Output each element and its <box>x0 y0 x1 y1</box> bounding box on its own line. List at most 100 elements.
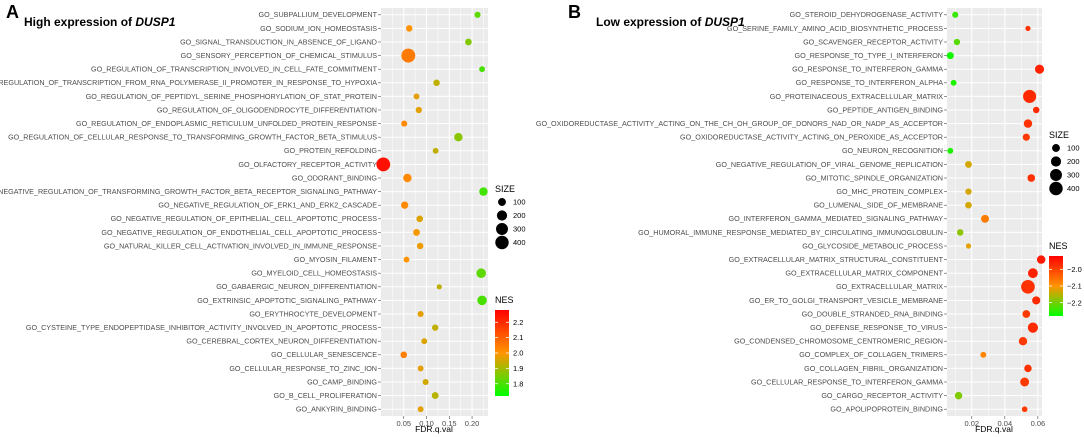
term-label: GO_ERYTHROCYTE_DEVELOPMENT <box>249 309 377 318</box>
term-label: GO_MYOSIN_FILAMENT <box>294 255 378 264</box>
size-legend-dot <box>1052 144 1060 152</box>
term-label: GO_NEGATIVE_REGULATION_OF_TRANSFORMING_G… <box>0 187 377 196</box>
term-label: GO_CONDENSED_CHROMOSOME_CENTROMERIC_REGI… <box>734 337 943 346</box>
panel-b-letter: B <box>568 2 581 22</box>
term-label: GO_REGULATION_OF_ENDOPLASMIC_RETICULUM_U… <box>76 119 377 128</box>
term-label: GO_NEURON_RECOGNITION <box>842 146 943 155</box>
term-label: GO_REGULATION_OF_PEPTIDYL_SERINE_PHOSPHO… <box>86 92 377 101</box>
term-label: GO_COLLAGEN_FIBRIL_ORGANIZATION <box>804 364 943 373</box>
size-legend-label: 200 <box>1067 157 1080 166</box>
term-label: GO_SODIUM_ION_HOMEOSTASIS <box>260 24 377 33</box>
term-label: GO_OXIDOREDUCTASE_ACTIVITY_ACTING_ON_PER… <box>680 133 943 142</box>
x-tick-label: 0.05 <box>396 419 411 428</box>
data-point: GO_PROTEIN_REFOLDING <box>432 147 439 154</box>
data-point: GO_ODORANT_BINDING <box>403 173 412 183</box>
panel-a-x-axis-title: FDR.q.val <box>415 424 453 434</box>
data-point: GO_SERINE_FAMILY_AMINO_ACID_BIOSYNTHETIC… <box>1025 25 1031 31</box>
data-point: GO_ANKYRIN_BINDING <box>417 406 424 413</box>
data-point: GO_CYSTEINE_TYPE_ENDOPEPTIDASE_INHIBITOR… <box>432 324 439 331</box>
data-point: GO_OXIDOREDUCTASE_ACTIVITY_ACTING_ON_THE… <box>1023 119 1033 128</box>
data-point: GO_ER_TO_GOLGI_TRANSPORT_VESICLE_MEMBRAN… <box>1032 296 1041 305</box>
term-label: GO_HUMORAL_IMMUNE_RESPONSE_MEDIATED_BY_C… <box>638 228 943 237</box>
panel-b-plot-area <box>947 8 1042 416</box>
panel-a-x-ticks: 0.05 0.10 0.15 0.20 <box>396 416 479 428</box>
data-point: GO_GLYCOSIDE_METABOLIC_PROCESS <box>965 243 972 249</box>
data-point: GO_CELLULAR_RESPONSE_TO_ZINC_ION <box>417 365 424 372</box>
data-point: GO_STEROID_DEHYDROGENASE_ACTIVITY <box>952 11 959 18</box>
data-point: GO_REGULATION_OF_OLIGODENDROCYTE_DIFFERE… <box>415 106 422 114</box>
term-label: GO_CARGO_RECEPTOR_ACTIVITY <box>821 391 943 400</box>
data-point: GO_B_CELL_PROLIFERATION <box>431 392 439 400</box>
size-legend-dot <box>496 210 508 221</box>
data-point: GO_SENSORY_PERCEPTION_OF_CHEMICAL_STIMUL… <box>401 48 416 63</box>
data-point: GO_CAMP_BINDING <box>422 378 429 386</box>
data-point: GO_GABAERGIC_NEURON_DIFFERENTIATION <box>436 284 442 290</box>
data-point: GO_MYOSIN_FILAMENT <box>403 256 410 263</box>
panel-b-x-ticks: 0.02 0.04 0.06 <box>964 416 1045 428</box>
data-point: GO_SCAVENGER_RECEPTOR_ACTIVITY <box>953 38 961 46</box>
term-label: GO_B_CELL_PROLIFERATION <box>274 391 377 400</box>
size-legend-label: 400 <box>513 238 526 247</box>
term-label: GO_APOLIPOPROTEIN_BINDING <box>830 405 943 414</box>
term-label: GO_EXTRACELLULAR_MATRIX_COMPONENT <box>785 269 943 278</box>
term-label: GO_CAMP_BINDING <box>307 377 377 386</box>
panel-a-title-prefix: High expression of <box>24 15 135 29</box>
term-label: GO_RESPONSE_TO_TYPE_I_INTERFERON <box>795 51 943 60</box>
panel-b-title-gene: DUSP1 <box>705 15 745 29</box>
data-point: GO_COLLAGEN_FIBRIL_ORGANIZATION <box>1024 364 1032 373</box>
data-point: GO_EXTRACELLULAR_MATRIX_COMPONENT <box>1028 268 1038 279</box>
term-label: GO_COMPLEX_OF_COLLAGEN_TRIMERS <box>799 350 943 359</box>
term-label: GO_INTERFERON_GAMMA_MEDIATED_SIGNALING_P… <box>729 214 944 223</box>
term-label: GO_GABAERGIC_NEURON_DIFFERENTIATION <box>216 282 377 291</box>
nes-legend-label: 2.1 <box>513 333 523 342</box>
term-label: GO_OLFACTORY_RECEPTOR_ACTIVITY <box>238 160 377 169</box>
panel-b-nes-legend-title: NES <box>1049 241 1068 251</box>
data-point: GO_EXTRINSIC_APOPTOTIC_SIGNALING_PATHWAY <box>477 295 487 306</box>
data-point: GO_SODIUM_ION_HOMEOSTASIS <box>405 25 413 32</box>
panel-a-title-gene: DUSP1 <box>135 15 175 29</box>
term-label: GO_NEGATIVE_REGULATION_OF_ENDOTHELIAL_CE… <box>101 228 377 237</box>
size-legend-label: 200 <box>513 211 526 220</box>
panel-b-title-prefix: Low expression of <box>596 15 705 29</box>
term-label: GO_SERINE_FAMILY_AMINO_ACID_BIOSYNTHETIC… <box>727 24 943 33</box>
panel-b: B GO_STEROID_DEHYDROGENASE_ACTIVITY GO_SE… <box>536 2 1082 434</box>
panel-a-nes-legend-title: NES <box>495 295 514 305</box>
term-label: GO_MHC_PROTEIN_COMPLEX <box>836 187 943 196</box>
size-legend-dot <box>495 235 509 250</box>
term-label: GO_NATURAL_KILLER_CELL_ACTIVATION_INVOLV… <box>104 241 377 250</box>
term-label: GO_RESPONSE_TO_INTERFERON_ALPHA <box>796 78 943 87</box>
x-tick-label: 0.04 <box>998 419 1013 428</box>
term-label: GO_MITOTIC_SPINDLE_ORGANIZATION <box>805 173 943 182</box>
nes-legend-label: −2.1 <box>1067 282 1082 291</box>
data-point: GO_REGULATION_OF_CELLULAR_RESPONSE_TO_TR… <box>454 132 463 142</box>
x-tick-label: 0.20 <box>465 419 480 428</box>
term-label: GO_SUBPALLIUM_DEVELOPMENT <box>259 10 378 19</box>
data-point: GO_EXTRACELLULAR_MATRIX_STRUCTURAL_CONST… <box>1036 255 1046 264</box>
panel-b-nes-colorbar <box>1049 256 1063 316</box>
data-point: GO_NEGATIVE_REGULATION_OF_EPITHELIAL_CEL… <box>416 215 424 223</box>
data-point: GO_RESPONSE_TO_INTERFERON_GAMMA <box>1034 64 1045 74</box>
term-label: GO_MYELOID_CELL_HOMEOSTASIS <box>251 269 377 278</box>
term-label: GO_REGULATION_OF_OLIGODENDROCYTE_DIFFERE… <box>157 105 377 114</box>
term-label: GO_CEREBRAL_CORTEX_NEURON_DIFFERENTIATIO… <box>186 337 377 346</box>
term-label: GO_ANKYRIN_BINDING <box>296 405 377 414</box>
term-label: GO_NEGATIVE_REGULATION_OF_ERK1_AND_ERK2_… <box>158 201 377 210</box>
term-label: GO_NEGATIVE_REGULATION_OF_VIRAL_GENOME_R… <box>716 160 943 169</box>
term-label: GO_SCAVENGER_RECEPTOR_ACTIVITY <box>803 37 943 46</box>
data-point: GO_HUMORAL_IMMUNE_RESPONSE_MEDIATED_BY_C… <box>956 229 964 236</box>
term-label: GO_SIGNAL_TRANSDUCTION_IN_ABSENCE_OF_LIG… <box>180 37 377 46</box>
panel-a-letter: A <box>6 2 19 22</box>
data-point: GO_EXTRACELLULAR_MATRIX <box>1021 279 1035 294</box>
data-point: GO_CONDENSED_CHROMOSOME_CENTROMERIC_REGI… <box>1018 336 1028 346</box>
data-point: GO_CARGO_RECEPTOR_ACTIVITY <box>954 391 963 400</box>
x-tick-label: 0.06 <box>1031 419 1046 428</box>
term-label: GO_CYSTEINE_TYPE_ENDOPEPTIDASE_INHIBITOR… <box>26 323 377 332</box>
term-label: GO_ODORANT_BINDING <box>292 173 377 182</box>
term-label: GO_LUMENAL_SIDE_OF_MEMBRANE <box>814 201 944 210</box>
term-label: GO_EXTRACELLULAR_MATRIX <box>836 282 943 291</box>
size-legend-dot <box>496 223 508 235</box>
term-label: GO_STEROID_DEHYDROGENASE_ACTIVITY <box>790 10 944 19</box>
data-point: GO_NATURAL_KILLER_CELL_ACTIVATION_INVOLV… <box>416 242 424 250</box>
panel-b-size-legend-title: SIZE <box>1049 130 1069 140</box>
size-legend-label: 300 <box>1067 171 1080 180</box>
